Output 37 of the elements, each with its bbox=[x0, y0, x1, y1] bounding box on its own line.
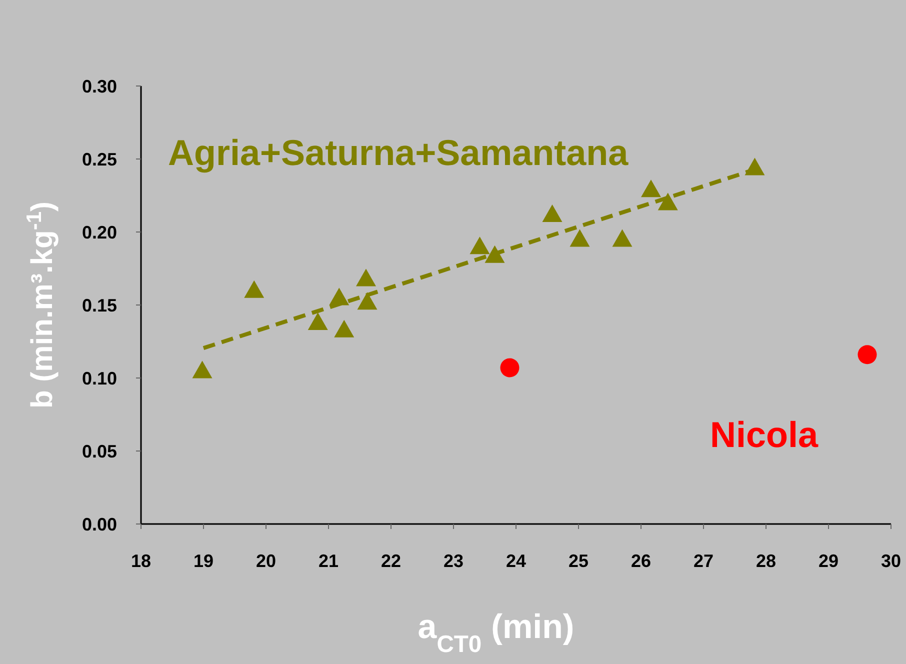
point bbox=[357, 292, 378, 310]
point bbox=[308, 312, 328, 330]
x-tick-label: 19 bbox=[193, 551, 214, 571]
x-tick-label: 24 bbox=[506, 551, 526, 571]
y-tick-label: 0.25 bbox=[82, 149, 117, 170]
series-label: Nicola bbox=[710, 414, 819, 455]
point bbox=[244, 280, 264, 298]
y-tick-label: 0.30 bbox=[82, 76, 117, 96]
point bbox=[612, 229, 632, 247]
x-tick-label: 20 bbox=[256, 551, 276, 571]
point bbox=[658, 192, 678, 210]
x-tick-label: 21 bbox=[318, 551, 339, 571]
x-axis-title: a$_{CT0}$ (min) bbox=[418, 608, 574, 658]
x-tick-label: 22 bbox=[380, 551, 402, 571]
y-tick-label: 0.20 bbox=[82, 222, 117, 242]
x-tick-label: 28 bbox=[756, 551, 776, 571]
x-tick-label: 18 bbox=[130, 551, 152, 571]
x-tick-label: 29 bbox=[818, 551, 839, 571]
point bbox=[334, 320, 354, 338]
point bbox=[470, 236, 490, 254]
series-label: Agria+Saturna+Samantana bbox=[168, 132, 630, 173]
point bbox=[500, 358, 520, 378]
y-tick-label: 0.15 bbox=[82, 295, 117, 316]
point bbox=[356, 268, 376, 286]
y-tick-label: 0.10 bbox=[82, 368, 117, 388]
x-tick-label: 26 bbox=[630, 551, 652, 571]
point bbox=[542, 204, 562, 222]
x-tick-label: 27 bbox=[693, 551, 714, 571]
point bbox=[192, 360, 212, 378]
y-tick-label: 0.00 bbox=[82, 514, 117, 534]
x-tick-label: 23 bbox=[443, 551, 464, 571]
x-tick-label: 25 bbox=[568, 551, 589, 571]
point bbox=[858, 345, 877, 364]
y-tick-label: 0.05 bbox=[82, 441, 117, 462]
x-tick-label: 30 bbox=[880, 551, 902, 571]
point bbox=[570, 229, 590, 247]
point bbox=[641, 180, 661, 198]
